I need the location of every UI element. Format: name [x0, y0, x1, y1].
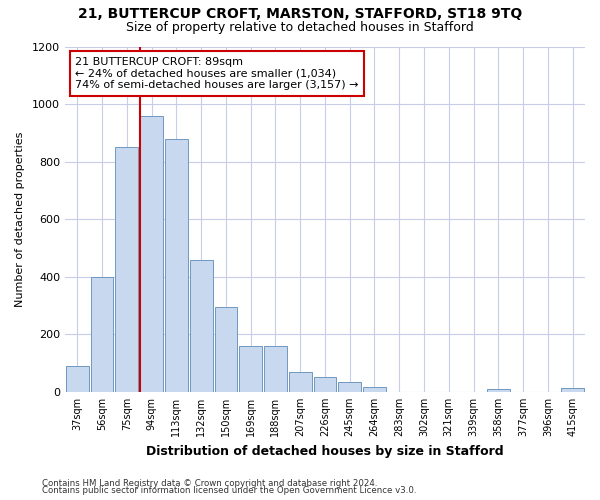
Bar	[363, 386, 386, 392]
Bar	[289, 372, 311, 392]
Bar	[239, 346, 262, 392]
Y-axis label: Number of detached properties: Number of detached properties	[15, 132, 25, 307]
Text: Contains public sector information licensed under the Open Government Licence v3: Contains public sector information licen…	[42, 486, 416, 495]
Text: Size of property relative to detached houses in Stafford: Size of property relative to detached ho…	[126, 21, 474, 34]
Bar	[215, 307, 237, 392]
Bar	[264, 346, 287, 392]
Text: 21, BUTTERCUP CROFT, MARSTON, STAFFORD, ST18 9TQ: 21, BUTTERCUP CROFT, MARSTON, STAFFORD, …	[78, 8, 522, 22]
Bar	[190, 260, 212, 392]
Text: 21 BUTTERCUP CROFT: 89sqm
← 24% of detached houses are smaller (1,034)
74% of se: 21 BUTTERCUP CROFT: 89sqm ← 24% of detac…	[76, 57, 359, 90]
Bar	[561, 388, 584, 392]
Text: Contains HM Land Registry data © Crown copyright and database right 2024.: Contains HM Land Registry data © Crown c…	[42, 478, 377, 488]
Bar	[91, 277, 113, 392]
Bar	[487, 389, 510, 392]
X-axis label: Distribution of detached houses by size in Stafford: Distribution of detached houses by size …	[146, 444, 504, 458]
Bar	[115, 148, 138, 392]
Bar	[338, 382, 361, 392]
Bar	[314, 377, 337, 392]
Bar	[165, 138, 188, 392]
Bar	[66, 366, 89, 392]
Bar	[140, 116, 163, 392]
